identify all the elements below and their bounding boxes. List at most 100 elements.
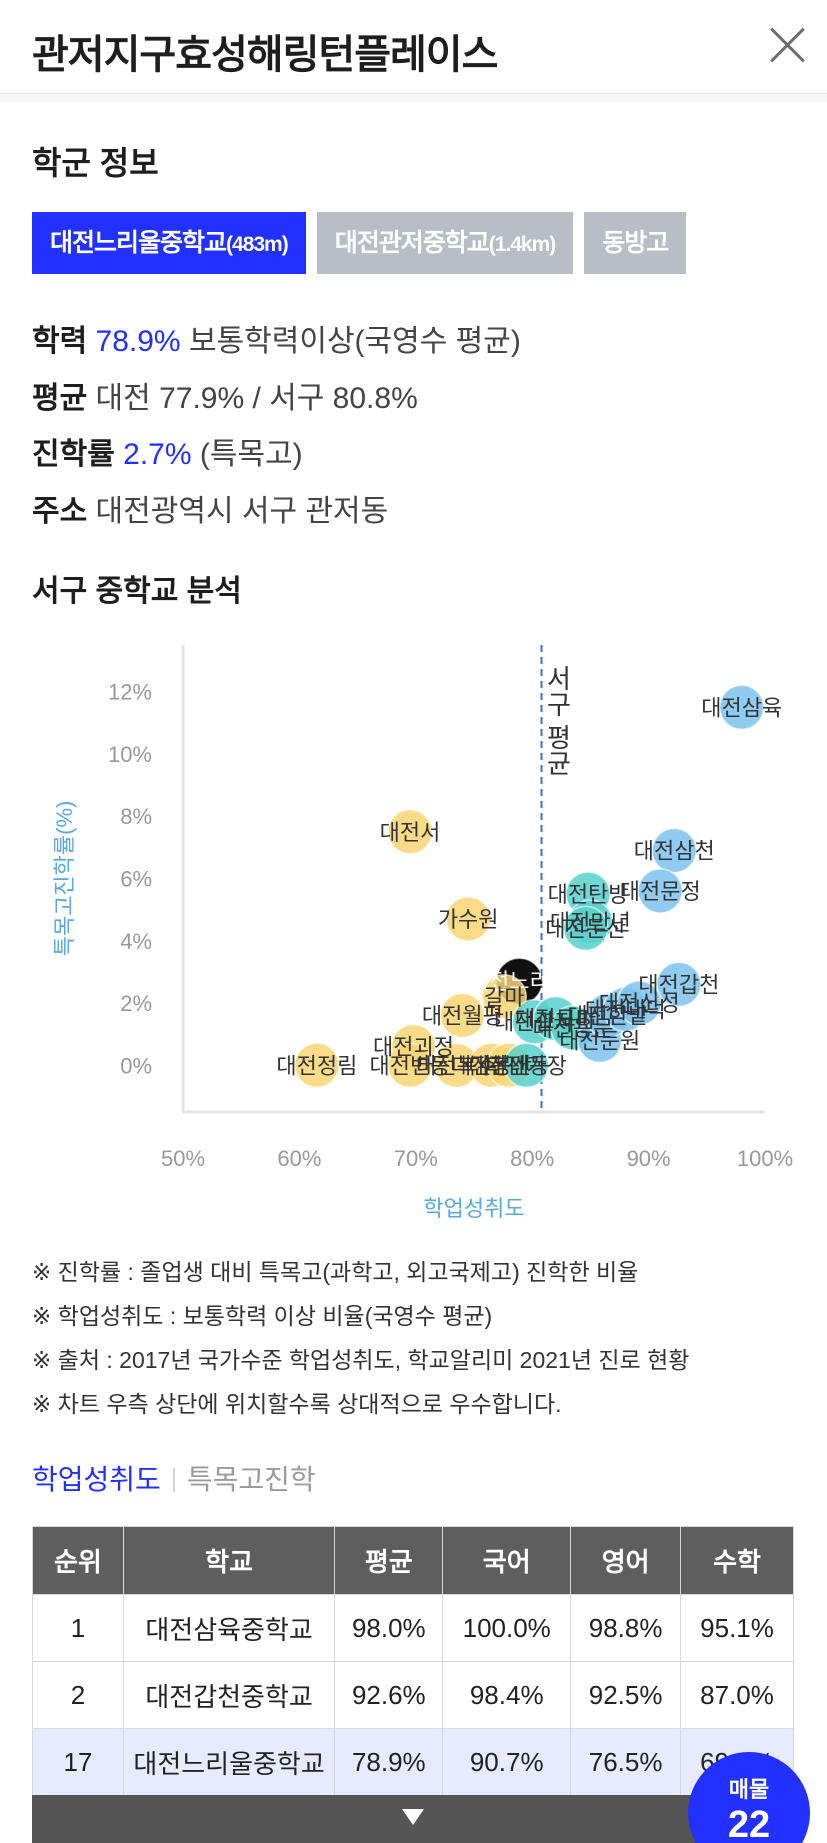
close-icon[interactable] [765, 22, 811, 68]
data-point-label: 대전탄방 [548, 882, 629, 907]
note-line: ※ 출처 : 2017년 국가수준 학업성취도, 학교알리미 2021년 진로 … [32, 1347, 690, 1373]
info-text: 대전 77.9% / 서구 80.8% [87, 382, 418, 415]
data-point-label: 대전월평 [422, 1003, 503, 1028]
tab-school-1[interactable]: 대전관저중학교(1.4km) [316, 212, 574, 274]
tab-school-0[interactable]: 대전느리울중학교(483m) [32, 212, 306, 274]
cell: 92.5% [570, 1661, 682, 1729]
data-point-label: 대전갑천 [638, 972, 719, 997]
info-label: 학력 [32, 325, 88, 358]
info-advancement: 진학률 2.7% (특목고) [32, 429, 303, 473]
cell: 17 [32, 1728, 124, 1796]
x-tick-label: 60% [277, 1146, 321, 1171]
data-point [656, 961, 702, 1008]
table-row-current-school: 17 대전느리울중학교 78.9% 90.7% 76.5% 69.6% [32, 1728, 794, 1796]
data-point-label: 대전서 [380, 820, 441, 845]
y-tick-label: 2% [120, 991, 152, 1016]
data-point-label: 대전도마 [515, 1007, 596, 1032]
tab-achievement[interactable]: 학업성취도 [32, 1464, 161, 1495]
y-tick-label: 4% [120, 929, 152, 954]
data-point-label: 대전복수 [416, 1053, 497, 1078]
y-tick-label: 6% [120, 867, 152, 892]
tab-separator [172, 1468, 175, 1492]
col-korean: 국어 [442, 1526, 572, 1595]
col-english: 영어 [570, 1526, 682, 1595]
note-line: ※ 학업성취도 : 보통학력 이상 비율(국영수 평균) [32, 1303, 493, 1329]
scatter-chart: 50% 60% 70% 80% 90% 100% 0% 2% 4% 6% 8% 10% 12% 학업성취도… [30, 620, 800, 1230]
data-point-label: 갈마 [484, 985, 524, 1010]
scatter-chart-svg: 50% 60% 70% 80% 90% 100% 0% 2% 4% 6% 8% 10% 12% 학업성취도… [52, 645, 793, 1221]
cell: 100.0% [442, 1594, 572, 1662]
cell: 대전삼육중학교 [122, 1594, 336, 1662]
cell: 78.9% [334, 1728, 444, 1796]
note-line: ※ 진학률 : 졸업생 대비 특목고(과학고, 외고국제고) 진학한 비율 [32, 1259, 639, 1285]
school-tabs: 대전느리울중학교(483m) 대전관저중학교(1.4km) 동방고 [32, 212, 794, 274]
table-row: 2 대전갑천중학교 92.6% 98.4% 92.5% 87.0% [32, 1661, 794, 1729]
info-label: 평균 [32, 382, 88, 415]
x-tick-label: 80% [510, 1146, 554, 1171]
info-average: 평균 대전 77.9% / 서구 80.8% [32, 373, 418, 417]
data-point [387, 1042, 433, 1089]
data-point-label: 대전삼육 [701, 695, 782, 720]
info-label: 진학률 [32, 438, 115, 471]
x-axis-label: 학업성취도 [423, 1196, 524, 1221]
tab-school-name: 동방고 [602, 229, 669, 257]
y-tick-label: 10% [108, 742, 152, 767]
cell: 대전느리울중학교 [122, 1728, 336, 1796]
ranking-table: 순위 학교 평균 국어 영어 수학 1 대전삼육중학교 98.0% 100.0%… [32, 1526, 794, 1796]
data-point-label: 대전용문 [532, 1016, 613, 1041]
ranking-tabs: 학업성취도 특목고진학 [32, 1458, 316, 1498]
table-header-row: 순위 학교 평균 국어 영어 수학 [32, 1526, 794, 1595]
tab-school-distance: (483m) [226, 233, 289, 256]
x-tick-label: 90% [627, 1146, 671, 1171]
data-point-label: 대전내동 [468, 1053, 549, 1078]
listings-fab-button[interactable]: 매물 22 [688, 1752, 810, 1843]
y-tick-label: 0% [120, 1053, 152, 1078]
data-point-label: 대전변동 [369, 1053, 450, 1078]
y-tick-label: 8% [120, 804, 152, 829]
cell: 98.0% [334, 1594, 444, 1662]
cell: 76.5% [570, 1728, 682, 1796]
cell: 98.8% [570, 1594, 682, 1662]
data-point-label: 대전관저 [494, 1010, 575, 1035]
x-tick-label: 50% [161, 1146, 205, 1171]
col-school: 학교 [122, 1526, 336, 1595]
chevron-down-icon [402, 1809, 424, 1825]
data-point-label: 대전만년 [550, 910, 631, 935]
data-point-label: 대전가장 [486, 1053, 567, 1078]
info-highlight: 2.7% [123, 438, 192, 471]
info-label: 주소 [32, 495, 88, 528]
data-point [503, 1042, 550, 1089]
data-point [439, 992, 486, 1039]
col-rank: 순위 [32, 1526, 124, 1595]
data-point-label: 대전둔원 [559, 1028, 640, 1053]
data-point [387, 809, 433, 855]
tab-special-high[interactable]: 특목고진학 [186, 1464, 316, 1495]
cell: 87.0% [680, 1661, 794, 1729]
y-axis-label: 특목고진학률(%) [52, 801, 77, 957]
tab-school-distance: (1.4km) [488, 233, 557, 256]
data-point [562, 905, 609, 952]
tab-school-name: 대전느리울중학교 [50, 229, 227, 257]
data-point-label: 대전문정 [620, 879, 701, 904]
reference-line-label: 서구 평균 [543, 665, 573, 776]
expand-table-button[interactable] [32, 1795, 794, 1843]
x-tick-label: 70% [394, 1146, 438, 1171]
cell: 대전갑천중학교 [122, 1661, 336, 1729]
analysis-title: 서구 중학교 분석 [32, 575, 242, 608]
data-point-label: 대전정림 [276, 1053, 357, 1078]
x-tick-label: 100% [737, 1146, 793, 1171]
data-point-label: 대전삼천 [634, 838, 715, 863]
section-divider [0, 94, 827, 102]
note-line: ※ 차트 우측 상단에 위치할수록 상대적으로 우수합니다. [32, 1391, 562, 1417]
data-point-label: 대전느리울 [469, 969, 570, 994]
complex-title: 관저지구효성해링턴플레이스 [32, 33, 498, 77]
cell: 95.1% [680, 1594, 794, 1662]
tab-school-2[interactable]: 동방고 [584, 212, 687, 274]
info-text: 대전광역시 서구 관저동 [87, 495, 389, 528]
data-point-label: 가수원 [438, 907, 499, 932]
data-point-label: 대전신성 [599, 991, 680, 1016]
data-point [637, 868, 683, 914]
cell: 1 [32, 1594, 124, 1662]
info-address: 주소 대전광역시 서구 관저동 [32, 486, 388, 530]
cell: 2 [32, 1661, 124, 1729]
